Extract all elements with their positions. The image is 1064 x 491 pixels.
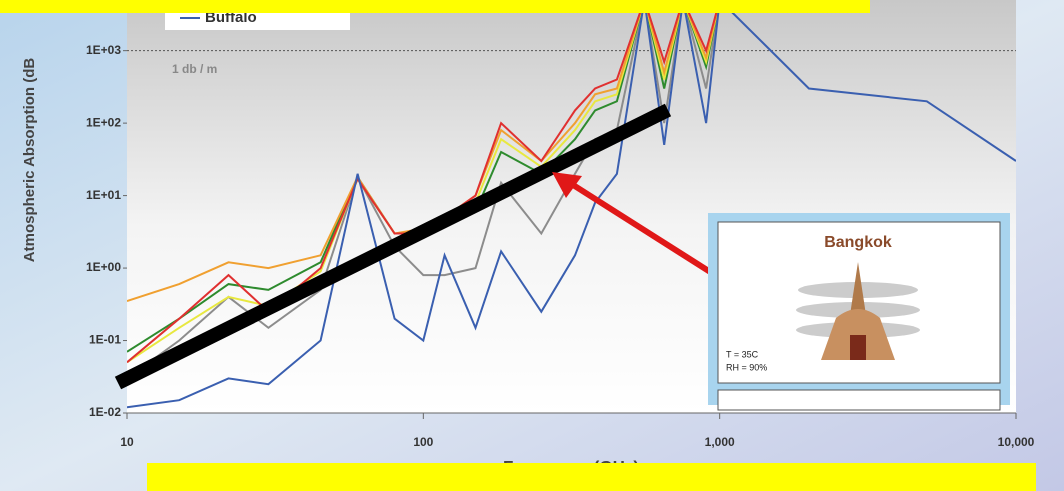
legend-label: Buffalo — [205, 9, 257, 26]
y-axis-label: Atmospheric Absorption (dB — [21, 58, 38, 263]
legend: Buffalo — [180, 9, 257, 26]
black-line — [114, 103, 672, 390]
inset-text: RH = 90% — [726, 362, 767, 372]
red-arrow — [568, 180, 717, 278]
inset-title: Bangkok — [824, 234, 892, 251]
reference-label: 1 db / m — [172, 62, 217, 76]
pagoda — [796, 262, 920, 360]
series-line — [127, 0, 721, 353]
y-tick-label: 1E-02 — [89, 405, 121, 419]
red-arrow-head — [552, 172, 582, 198]
y-tick-label: 1E-01 — [89, 333, 121, 347]
x-tick-label: 100 — [413, 435, 433, 449]
series-line — [127, 0, 1016, 409]
series-line — [127, 0, 721, 380]
x-tick-label: 10,000 — [998, 435, 1035, 449]
redaction-bottom — [147, 463, 1036, 491]
y-tick-label: 1E+01 — [86, 188, 121, 202]
y-tick-label: 1E+02 — [86, 115, 121, 129]
x-tick-label: 1,000 — [705, 435, 735, 449]
series-line — [127, 0, 721, 303]
x-tick-label: 10 — [120, 435, 134, 449]
y-tick-label: 1E+03 — [86, 43, 121, 57]
y-tick-label: 1E+00 — [86, 260, 121, 274]
inset-panel-2 — [717, 389, 1001, 411]
redaction-top — [0, 0, 870, 13]
inset-text: T = 35C — [726, 349, 759, 359]
